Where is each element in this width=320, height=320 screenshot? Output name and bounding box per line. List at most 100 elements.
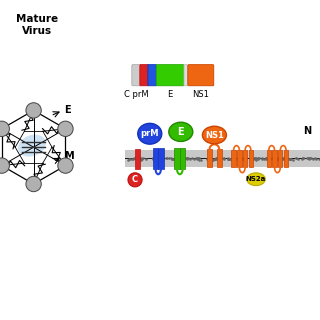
Point <box>309 156 314 161</box>
Point <box>255 156 260 161</box>
Point <box>294 156 299 161</box>
Point <box>215 157 220 162</box>
FancyBboxPatch shape <box>140 65 149 86</box>
Point <box>140 155 145 160</box>
Text: E: E <box>168 90 173 99</box>
Point <box>139 157 144 162</box>
Point <box>151 156 156 161</box>
Point <box>222 156 227 162</box>
Point <box>226 156 231 162</box>
Point <box>191 156 196 161</box>
Point <box>177 155 182 160</box>
Bar <box>135 149 140 169</box>
Point <box>264 156 269 161</box>
Point <box>210 157 215 162</box>
Point <box>236 157 241 162</box>
Point <box>180 157 185 162</box>
Point <box>195 157 200 162</box>
Point <box>254 157 259 162</box>
Point <box>171 156 176 161</box>
Point <box>208 156 213 162</box>
Ellipse shape <box>58 158 73 173</box>
Point <box>247 156 252 161</box>
Point <box>252 156 257 161</box>
Point <box>268 156 273 161</box>
Bar <box>267 150 271 167</box>
Point <box>229 156 235 161</box>
Point <box>311 156 316 161</box>
Point <box>228 156 233 162</box>
FancyBboxPatch shape <box>156 65 184 86</box>
Point <box>196 156 201 161</box>
Point <box>231 157 236 162</box>
Point <box>316 156 320 161</box>
Point <box>256 156 261 161</box>
Point <box>138 155 143 160</box>
Point <box>206 157 212 162</box>
Text: C: C <box>132 175 138 184</box>
Point <box>262 156 267 162</box>
Point <box>271 156 276 161</box>
Point <box>275 157 280 162</box>
Point <box>130 156 135 161</box>
Bar <box>207 149 212 167</box>
Point <box>229 157 234 162</box>
Ellipse shape <box>202 126 227 144</box>
Point <box>178 156 183 161</box>
Point <box>306 156 311 161</box>
Point <box>157 157 162 162</box>
Point <box>263 157 268 162</box>
Bar <box>231 150 236 167</box>
Point <box>313 157 318 162</box>
Point <box>241 156 246 161</box>
FancyBboxPatch shape <box>148 65 157 86</box>
Point <box>212 157 217 162</box>
Point <box>197 156 202 161</box>
Point <box>284 156 290 161</box>
Point <box>158 156 163 161</box>
Point <box>143 157 148 162</box>
Point <box>217 156 222 161</box>
Point <box>179 156 184 162</box>
Point <box>239 156 244 161</box>
Point <box>194 156 199 161</box>
Point <box>214 156 220 161</box>
Point <box>150 156 155 161</box>
Point <box>300 156 305 161</box>
Point <box>304 156 309 161</box>
Point <box>199 157 204 162</box>
Point <box>313 156 318 161</box>
Point <box>281 155 286 160</box>
Point <box>183 156 188 161</box>
Point <box>300 155 305 160</box>
Bar <box>125 158 320 159</box>
Point <box>274 157 279 162</box>
Point <box>217 157 222 162</box>
Point <box>281 157 286 162</box>
Point <box>278 156 284 161</box>
Point <box>179 155 184 160</box>
Point <box>172 157 177 162</box>
Point <box>282 155 287 160</box>
Point <box>219 156 224 161</box>
Point <box>275 157 280 162</box>
Point <box>278 156 284 161</box>
Point <box>158 156 163 161</box>
Point <box>154 156 159 162</box>
Bar <box>174 148 180 169</box>
Point <box>170 157 175 162</box>
Ellipse shape <box>26 103 41 118</box>
Point <box>214 156 220 161</box>
Ellipse shape <box>18 135 46 156</box>
Bar <box>273 150 277 167</box>
Point <box>126 157 131 162</box>
Point <box>279 157 284 162</box>
Point <box>264 156 269 161</box>
Point <box>252 156 257 161</box>
Point <box>257 156 262 161</box>
Bar <box>158 148 164 169</box>
Text: prM: prM <box>140 129 159 138</box>
Point <box>196 157 202 162</box>
Point <box>283 157 288 162</box>
Point <box>193 155 198 160</box>
